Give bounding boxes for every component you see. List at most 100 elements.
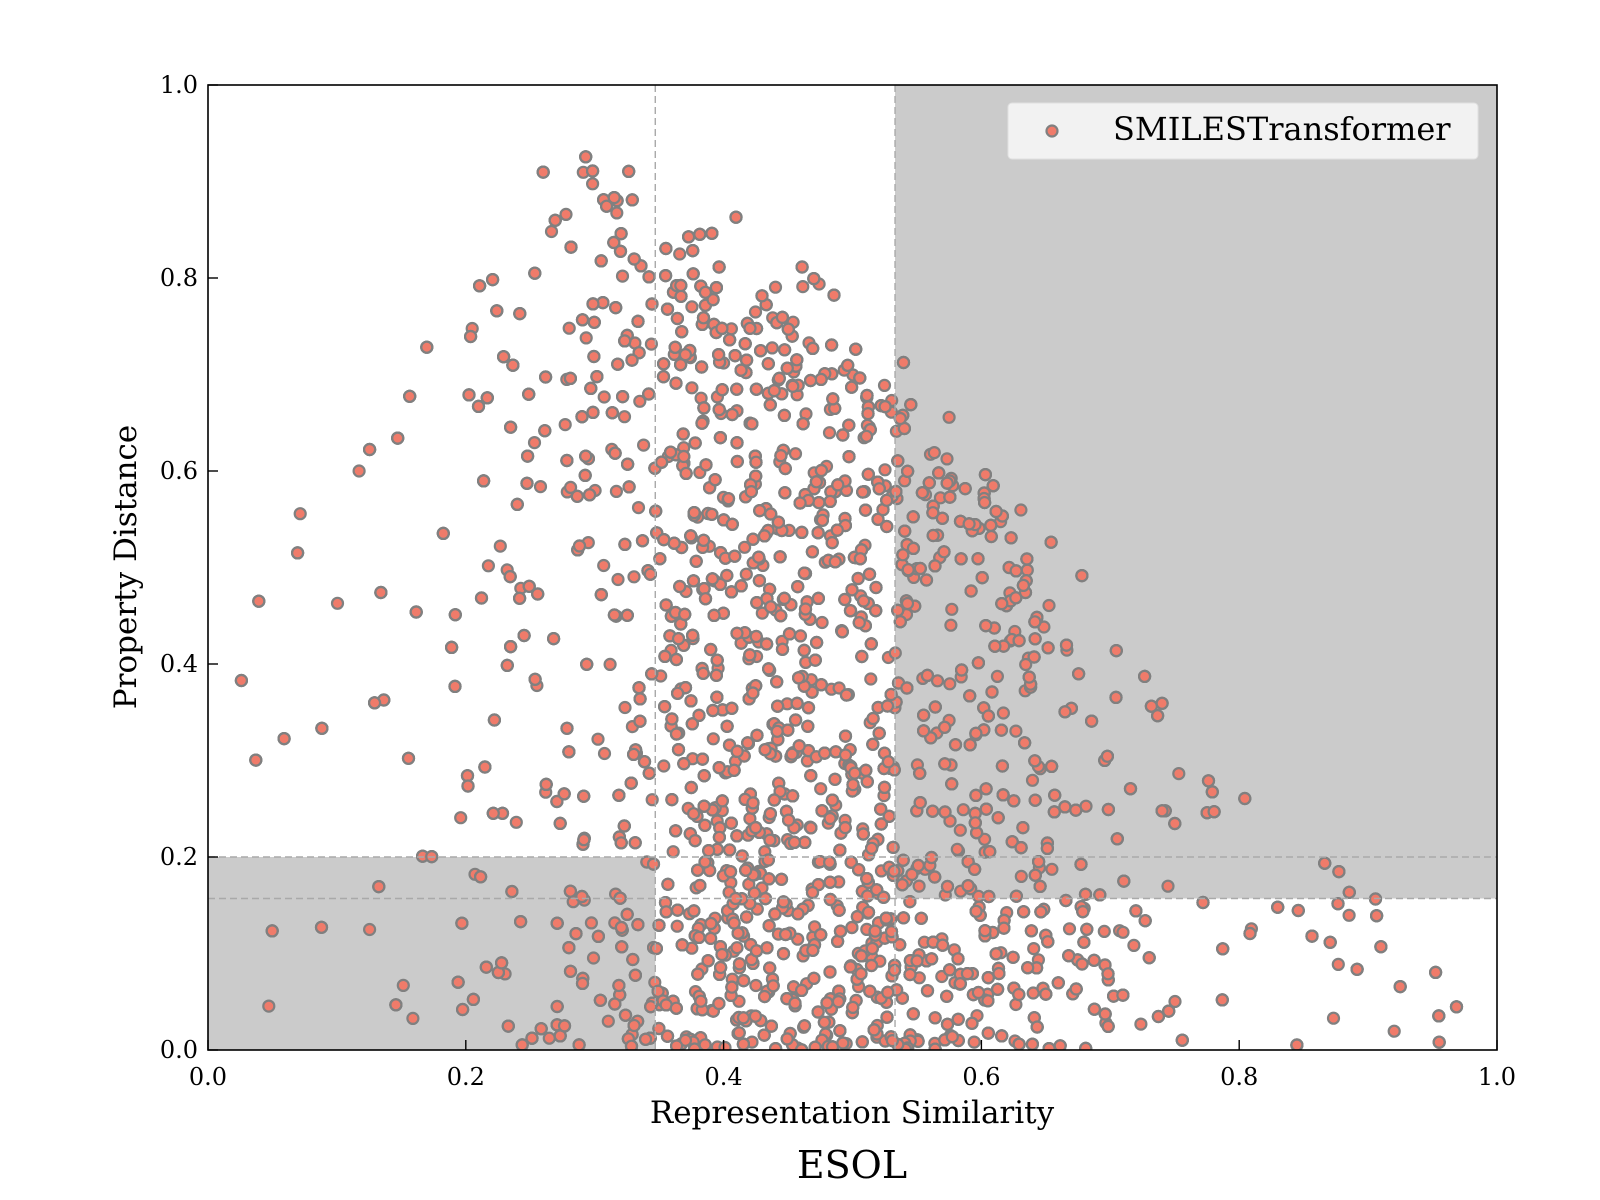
scatter-point [403,389,417,403]
scatter-point [363,922,377,937]
scatter-point [1332,864,1346,879]
scatter-point [687,904,701,918]
scatter-point [797,566,812,580]
scatter-point [942,410,956,424]
scatter-point [1101,1019,1115,1034]
scatter-point [570,489,584,503]
scatter-point [920,984,935,998]
scatter-point [1205,785,1219,799]
scatter-point [809,635,824,650]
scatter-point [1009,564,1023,578]
scatter-point [940,476,954,490]
scatter-point [584,381,598,395]
scatter-point [861,467,875,481]
scatter-point [471,399,486,413]
scatter-point [615,269,630,283]
scatter-point [594,254,608,268]
scatter-point [1075,957,1089,971]
scatter-point [986,479,1000,493]
scatter-point [609,484,624,498]
scatter-point [811,526,825,540]
scatter-point [762,872,776,886]
scatter-point [820,996,834,1010]
scatter-point [729,210,743,224]
scatter-point [624,776,638,790]
scatter-point [642,387,656,401]
scatter-point [363,442,377,457]
scatter-point [612,788,626,802]
scatter-point [1168,816,1182,831]
scatter-point [879,911,893,925]
scatter-point [884,687,898,702]
scatter-point [715,794,729,808]
scatter-point [605,406,619,420]
scatter-point [1069,803,1083,817]
scatter-point [775,642,790,656]
scatter-point [1069,982,1083,996]
scatter-point [1432,1009,1446,1023]
scatter-point [853,371,867,385]
scatter-point [557,1019,572,1033]
scatter-point [663,445,678,459]
scatter-point [681,230,696,244]
scatter-point [1012,987,1026,1002]
scatter-point [506,358,520,372]
scatter-point [757,989,772,1004]
scatter-point [686,244,700,258]
scatter-point [785,747,799,761]
y-tick-label: 0.8 [160,264,198,292]
scatter-point [1077,935,1091,949]
scatter-point [814,678,828,692]
scatter-point [1059,893,1073,908]
scatter-point [906,541,921,556]
scatter-point [833,924,848,938]
scatter-point [559,207,573,221]
scatter-point [860,871,874,886]
scatter-point [971,552,985,566]
scatter-point [730,744,744,759]
scatter-point [823,875,837,889]
scatter-point [1009,591,1023,605]
scatter-point [913,561,927,576]
scatter-point [688,833,702,848]
scatter-point [1016,905,1031,919]
scatter-point [872,726,886,740]
scatter-point [687,505,701,520]
scatter-point [1020,552,1034,566]
scatter-point [761,357,775,371]
shaded-region-1 [208,857,656,1050]
scatter-point [876,890,891,904]
scatter-point [391,431,405,445]
scatter-point [622,164,636,178]
scatter-point [743,648,757,662]
scatter-point [978,924,992,938]
scatter-point [1238,791,1252,806]
scatter-point [712,403,726,417]
scatter-point [692,708,706,723]
scatter-point [889,484,903,499]
scatter-point [956,803,970,817]
scatter-point [611,357,625,371]
scatter-point [838,748,853,762]
scatter-point [780,361,794,375]
scatter-point [653,552,667,566]
y-axis-label: Property Distance [108,425,144,709]
scatter-point [749,382,764,396]
scatter-point [563,884,578,898]
scatter-point [764,1019,779,1033]
scatter-point [734,363,748,377]
scatter-point [614,920,629,935]
scatter-point [721,492,736,506]
scatter-point [975,570,989,585]
scatter-point [702,843,716,858]
scatter-point [486,806,500,820]
scatter-point [774,609,788,623]
scatter-point [706,293,720,307]
scatter-point [997,921,1011,935]
scatter-point [1097,924,1111,939]
scatter-point [291,546,305,560]
scatter-point [522,579,536,593]
scatter-point [804,821,818,835]
scatter-point [705,507,719,521]
scatter-point [652,1021,666,1036]
